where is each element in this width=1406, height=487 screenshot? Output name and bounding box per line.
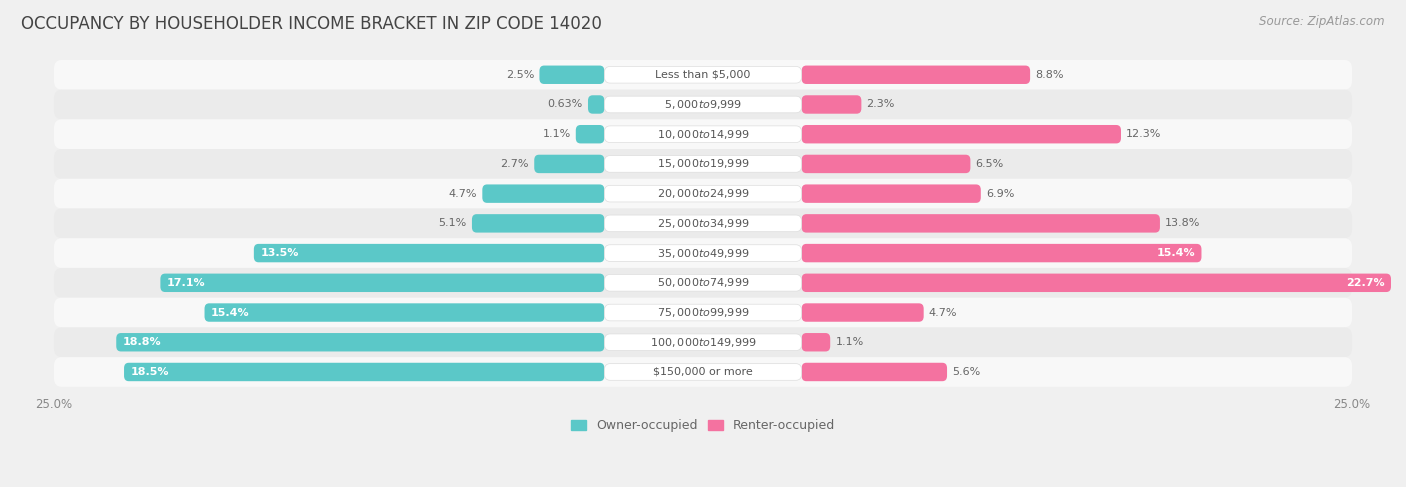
Text: 13.8%: 13.8%: [1166, 218, 1201, 228]
FancyBboxPatch shape: [254, 244, 605, 262]
FancyBboxPatch shape: [605, 156, 801, 172]
Text: $5,000 to $9,999: $5,000 to $9,999: [664, 98, 742, 111]
FancyBboxPatch shape: [534, 155, 605, 173]
Text: Less than $5,000: Less than $5,000: [655, 70, 751, 80]
Text: 18.5%: 18.5%: [131, 367, 169, 377]
Text: 1.1%: 1.1%: [543, 129, 571, 139]
Text: 0.63%: 0.63%: [547, 99, 583, 110]
FancyBboxPatch shape: [53, 327, 1353, 357]
FancyBboxPatch shape: [53, 90, 1353, 119]
Text: $15,000 to $19,999: $15,000 to $19,999: [657, 157, 749, 170]
FancyBboxPatch shape: [605, 215, 801, 232]
FancyBboxPatch shape: [801, 95, 862, 113]
Text: 2.3%: 2.3%: [866, 99, 896, 110]
Text: 18.8%: 18.8%: [122, 337, 162, 347]
FancyBboxPatch shape: [801, 155, 970, 173]
Text: 1.1%: 1.1%: [835, 337, 863, 347]
Text: OCCUPANCY BY HOUSEHOLDER INCOME BRACKET IN ZIP CODE 14020: OCCUPANCY BY HOUSEHOLDER INCOME BRACKET …: [21, 15, 602, 33]
FancyBboxPatch shape: [605, 275, 801, 291]
FancyBboxPatch shape: [160, 274, 605, 292]
FancyBboxPatch shape: [605, 126, 801, 143]
FancyBboxPatch shape: [605, 334, 801, 351]
FancyBboxPatch shape: [588, 95, 605, 113]
Text: 4.7%: 4.7%: [929, 307, 957, 318]
Text: Source: ZipAtlas.com: Source: ZipAtlas.com: [1260, 15, 1385, 28]
Text: $50,000 to $74,999: $50,000 to $74,999: [657, 276, 749, 289]
FancyBboxPatch shape: [605, 245, 801, 262]
FancyBboxPatch shape: [605, 96, 801, 113]
Text: $25,000 to $34,999: $25,000 to $34,999: [657, 217, 749, 230]
FancyBboxPatch shape: [53, 238, 1353, 268]
Text: 12.3%: 12.3%: [1126, 129, 1161, 139]
Text: 15.4%: 15.4%: [211, 307, 250, 318]
Text: 6.9%: 6.9%: [986, 188, 1014, 199]
FancyBboxPatch shape: [605, 186, 801, 202]
FancyBboxPatch shape: [53, 119, 1353, 149]
FancyBboxPatch shape: [576, 125, 605, 143]
Text: 15.4%: 15.4%: [1156, 248, 1195, 258]
FancyBboxPatch shape: [53, 298, 1353, 327]
FancyBboxPatch shape: [53, 208, 1353, 238]
FancyBboxPatch shape: [53, 268, 1353, 298]
FancyBboxPatch shape: [204, 303, 605, 322]
Text: 17.1%: 17.1%: [167, 278, 205, 288]
FancyBboxPatch shape: [801, 66, 1031, 84]
FancyBboxPatch shape: [801, 333, 830, 352]
Text: $75,000 to $99,999: $75,000 to $99,999: [657, 306, 749, 319]
FancyBboxPatch shape: [53, 60, 1353, 90]
Text: $35,000 to $49,999: $35,000 to $49,999: [657, 246, 749, 260]
FancyBboxPatch shape: [801, 363, 948, 381]
Text: 2.5%: 2.5%: [506, 70, 534, 80]
FancyBboxPatch shape: [53, 357, 1353, 387]
Text: $150,000 or more: $150,000 or more: [654, 367, 752, 377]
FancyBboxPatch shape: [472, 214, 605, 233]
Text: 6.5%: 6.5%: [976, 159, 1004, 169]
Text: 5.6%: 5.6%: [952, 367, 980, 377]
FancyBboxPatch shape: [605, 66, 801, 83]
Text: $10,000 to $14,999: $10,000 to $14,999: [657, 128, 749, 141]
FancyBboxPatch shape: [605, 364, 801, 380]
FancyBboxPatch shape: [482, 185, 605, 203]
Text: $100,000 to $149,999: $100,000 to $149,999: [650, 336, 756, 349]
FancyBboxPatch shape: [801, 185, 981, 203]
FancyBboxPatch shape: [540, 66, 605, 84]
Legend: Owner-occupied, Renter-occupied: Owner-occupied, Renter-occupied: [567, 414, 839, 437]
FancyBboxPatch shape: [605, 304, 801, 321]
FancyBboxPatch shape: [801, 303, 924, 322]
Text: 5.1%: 5.1%: [439, 218, 467, 228]
Text: 22.7%: 22.7%: [1346, 278, 1385, 288]
FancyBboxPatch shape: [801, 274, 1391, 292]
Text: 8.8%: 8.8%: [1035, 70, 1064, 80]
FancyBboxPatch shape: [801, 214, 1160, 233]
FancyBboxPatch shape: [117, 333, 605, 352]
FancyBboxPatch shape: [53, 149, 1353, 179]
Text: $20,000 to $24,999: $20,000 to $24,999: [657, 187, 749, 200]
Text: 2.7%: 2.7%: [501, 159, 529, 169]
FancyBboxPatch shape: [124, 363, 605, 381]
FancyBboxPatch shape: [801, 244, 1202, 262]
FancyBboxPatch shape: [801, 125, 1121, 143]
Text: 4.7%: 4.7%: [449, 188, 477, 199]
FancyBboxPatch shape: [53, 179, 1353, 208]
Text: 13.5%: 13.5%: [260, 248, 298, 258]
